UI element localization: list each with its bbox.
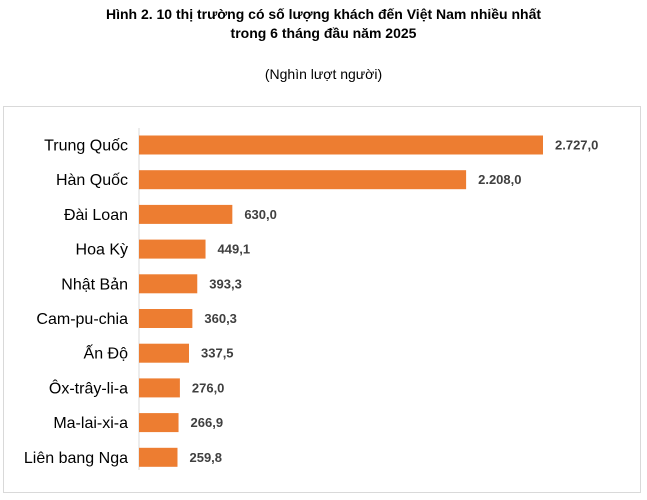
category-label: Ấn Độ (84, 344, 129, 363)
category-label: Trung Quốc (44, 138, 128, 155)
bar (139, 447, 178, 467)
bar (139, 135, 543, 155)
category-label: Liên bang Nga (24, 450, 128, 467)
category-label: Cam-pu-chia (36, 311, 128, 328)
value-label: 259,8 (189, 450, 222, 465)
value-label: 337,5 (201, 346, 234, 361)
bar (139, 204, 233, 224)
bar (139, 378, 180, 398)
chart-frame (3, 106, 641, 493)
category-label: Nhật Bản (61, 276, 128, 293)
value-label: 630,0 (244, 207, 277, 222)
value-label: 393,3 (209, 276, 242, 291)
chart-title-line-2: trong 6 tháng đầu năm 2025 (230, 25, 417, 41)
chart-title-line-1: Hình 2. 10 thị trường có số lượng khách … (105, 6, 542, 22)
category-label: Đài Loan (64, 207, 128, 224)
category-label: Ôx-trây-li-a (49, 378, 128, 397)
bar (139, 170, 467, 190)
category-label: Ma-lai-xi-a (53, 415, 128, 432)
value-label: 360,3 (204, 311, 237, 326)
value-label: 449,1 (218, 242, 251, 257)
value-label: 2.208,0 (478, 172, 521, 187)
value-label: 2.727,0 (555, 138, 598, 153)
bar (139, 239, 206, 259)
category-label: Hàn Quốc (56, 172, 128, 189)
bar (139, 413, 179, 433)
category-label: Hoa Kỳ (76, 242, 128, 259)
bar (139, 343, 189, 363)
bar (139, 274, 198, 294)
value-label: 266,9 (191, 415, 224, 430)
value-label: 276,0 (192, 380, 225, 395)
chart-unit-subtitle: (Nghìn lượt người) (264, 66, 383, 82)
bar (139, 309, 193, 328)
